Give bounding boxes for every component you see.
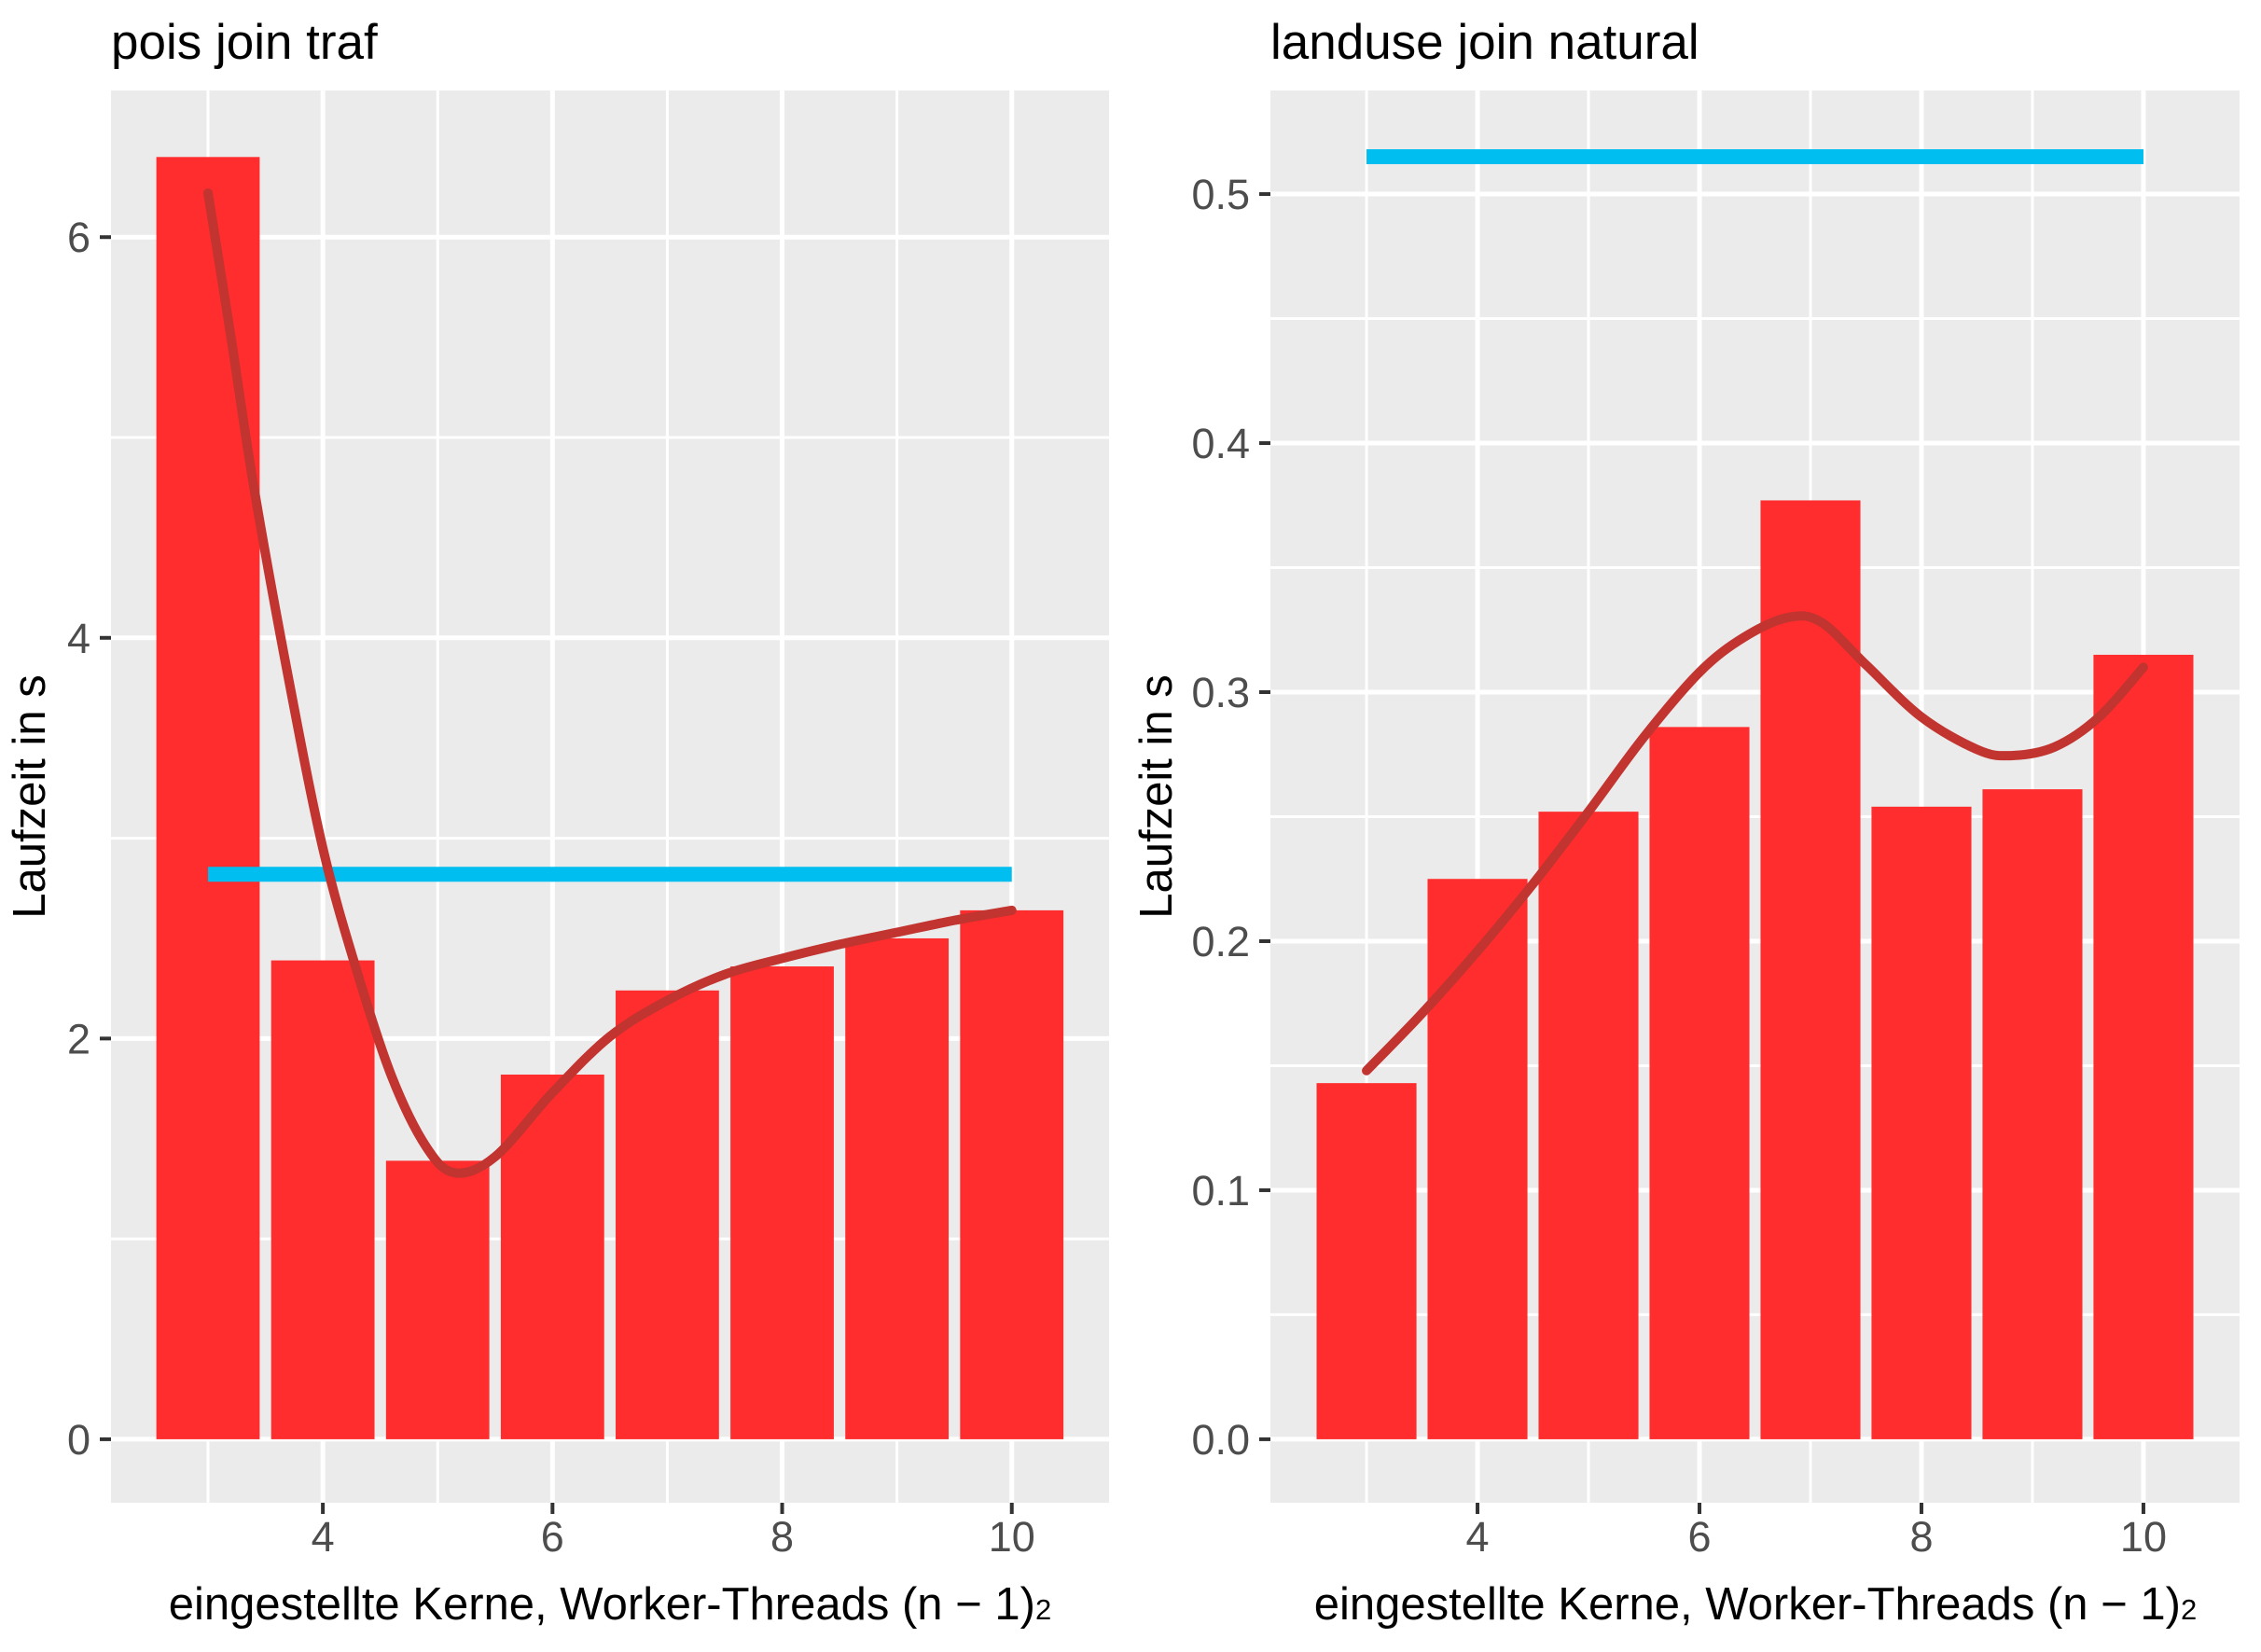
- panel-title-right: landuse join natural: [1270, 15, 1699, 70]
- x-tick-label: 6: [1687, 1513, 1711, 1561]
- bar: [960, 909, 1064, 1439]
- panel-bg: [111, 90, 1109, 1503]
- bar: [1538, 812, 1639, 1439]
- y-tick-label: 6: [67, 214, 90, 261]
- y-tick-label: 0.0: [1191, 1416, 1250, 1464]
- bar: [1982, 789, 2083, 1439]
- x-tick-label: 10: [2120, 1513, 2167, 1561]
- y-tick-label: 4: [67, 615, 90, 662]
- x-axis-title-left-text: eingestellte Kerne, Worker-Threads (n − …: [168, 1579, 1035, 1630]
- bar: [1427, 879, 1528, 1439]
- y-axis-title-left: Laufzeit in s: [5, 674, 55, 919]
- bar: [616, 990, 719, 1439]
- bar: [1871, 806, 1972, 1439]
- y-tick-label: 0.5: [1191, 171, 1250, 218]
- x-tick-label: 8: [770, 1513, 794, 1561]
- y-tick-label: 0.2: [1191, 918, 1250, 965]
- bar: [1760, 500, 1861, 1439]
- x-tick-label: 4: [312, 1513, 335, 1561]
- bar: [270, 960, 375, 1439]
- bar: [156, 157, 260, 1439]
- smooth-line: [203, 187, 1017, 1178]
- x-axis-title-right-text: eingestellte Kerne, Worker-Threads (n − …: [1313, 1579, 2181, 1630]
- x-axis-title-right-sup: 2: [2180, 1593, 2198, 1626]
- panel-title-left: pois join traf: [111, 15, 378, 70]
- x-tick-label: 8: [1909, 1513, 1933, 1561]
- y-tick-label: 0.1: [1191, 1167, 1250, 1215]
- bar: [2093, 654, 2194, 1439]
- y-tick-label: 0.3: [1191, 669, 1250, 716]
- y-axis-title-right: Laufzeit in s: [1131, 674, 1182, 919]
- bar: [385, 1160, 490, 1439]
- bar: [845, 937, 950, 1439]
- bar: [1316, 1083, 1417, 1439]
- x-axis-title-left: eingestellte Kerne, Worker-Threads (n − …: [169, 1578, 1051, 1631]
- x-axis-title-right: eingestellte Kerne, Worker-Threads (n − …: [1314, 1578, 2197, 1631]
- x-tick-label: 4: [1466, 1513, 1490, 1561]
- bar: [730, 966, 834, 1439]
- y-tick-label: 2: [67, 1015, 90, 1062]
- smooth-line: [1362, 611, 2148, 1076]
- x-axis-title-left-sup: 2: [1034, 1593, 1052, 1626]
- x-tick-label: 10: [989, 1513, 1035, 1561]
- x-tick-label: 6: [541, 1513, 564, 1561]
- bar: [1649, 727, 1750, 1439]
- y-tick-label: 0.4: [1191, 420, 1250, 467]
- y-tick-label: 0: [67, 1416, 90, 1464]
